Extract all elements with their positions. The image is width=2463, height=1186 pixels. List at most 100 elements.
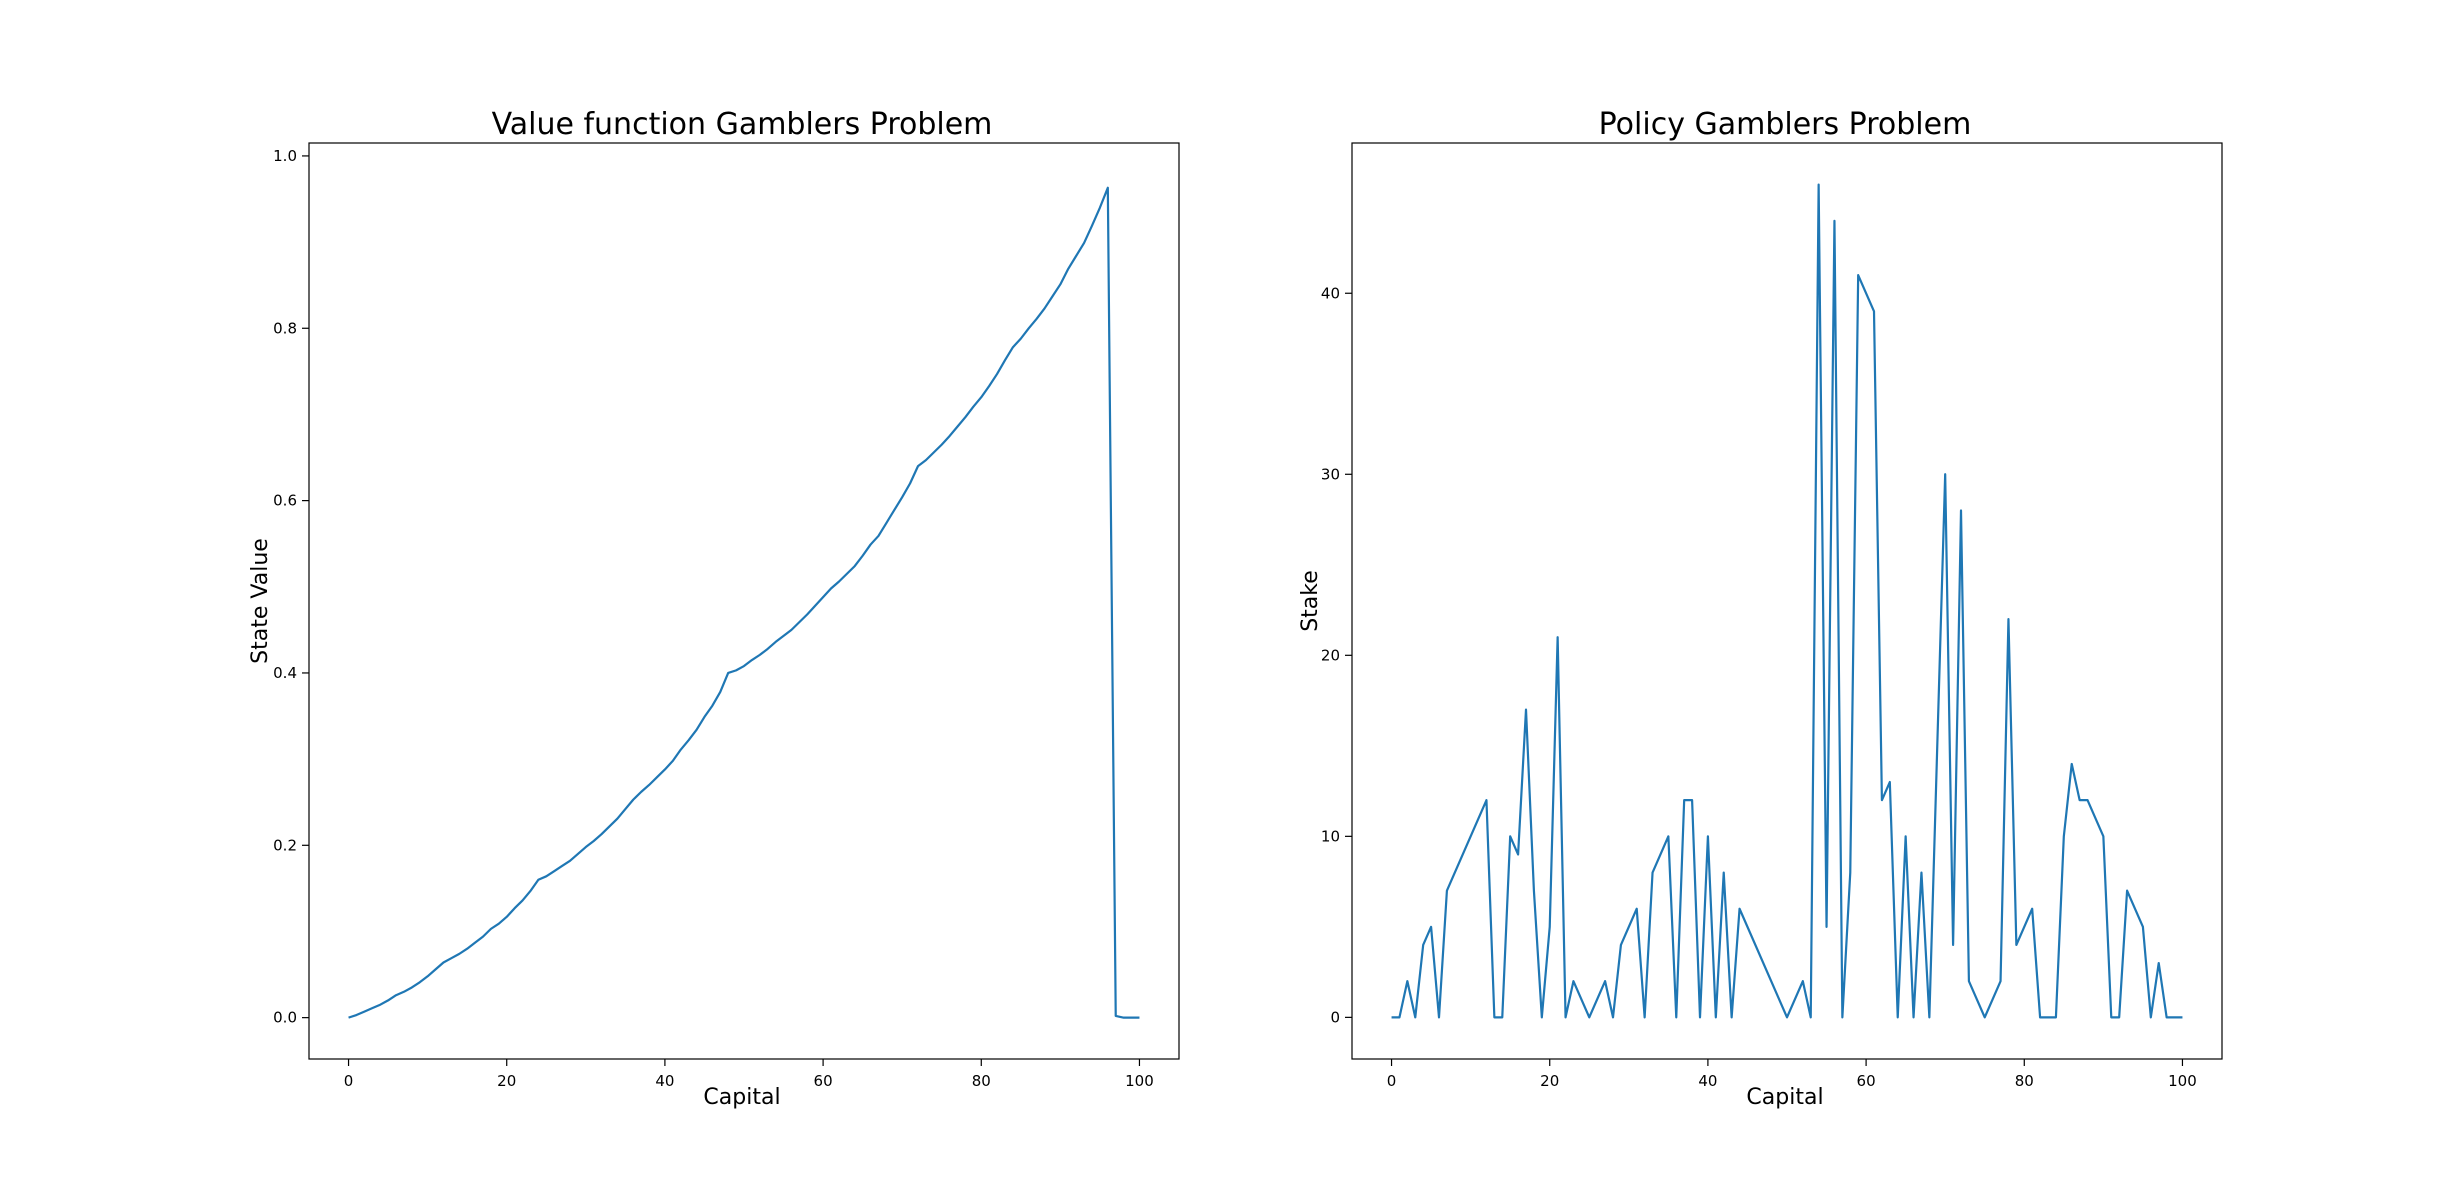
data-point (1043, 307, 1046, 310)
data-point (363, 1010, 366, 1013)
data-point (1952, 943, 1955, 946)
data-point (1493, 1016, 1496, 1019)
data-point (1825, 925, 1828, 928)
data-point (426, 975, 429, 978)
data-point (1691, 799, 1694, 802)
data-point (1896, 1016, 1899, 1019)
data-point (418, 981, 421, 984)
data-point (861, 554, 864, 557)
data-point (584, 846, 587, 849)
data-point (2086, 799, 2089, 802)
data-point (489, 927, 492, 930)
data-point (735, 669, 738, 672)
data-point (1051, 295, 1054, 298)
data-point (1532, 889, 1535, 892)
data-point (924, 459, 927, 462)
data-point (766, 647, 769, 650)
data-point (1390, 1016, 1393, 1019)
y-axis-label: Stake (1298, 570, 1323, 632)
data-point (1004, 359, 1007, 362)
data-point (656, 776, 659, 779)
y-tick-label: 30 (1321, 465, 1340, 483)
policy-line (1391, 183, 2183, 1019)
data-point (1106, 186, 1109, 189)
data-point (1880, 799, 1883, 802)
data-point (1548, 925, 1551, 928)
plot-area-frame (308, 142, 1180, 1060)
data-point (1572, 980, 1575, 983)
data-point (1683, 799, 1686, 802)
chart-title: Value function Gamblers Problem (492, 107, 993, 142)
x-axis-ticks: 0 20 40 60 80 100 (344, 1059, 1154, 1090)
data-point (1059, 283, 1062, 286)
data-point (474, 941, 477, 944)
data-point (2181, 1016, 2184, 1019)
data-point (1841, 1016, 1844, 1019)
data-point (964, 416, 967, 419)
data-point (727, 671, 730, 674)
data-point (2110, 1016, 2113, 1019)
x-axis-ticks: 0 20 40 60 80 100 (1387, 1059, 2197, 1090)
data-point (1944, 473, 1947, 476)
data-point (1706, 835, 1709, 838)
data-point (1098, 206, 1101, 209)
data-point (837, 580, 840, 583)
x-tick-label: 100 (2168, 1072, 2197, 1090)
data-point (561, 864, 564, 867)
data-point (1722, 871, 1725, 874)
data-point (1904, 835, 1907, 838)
data-point (996, 372, 999, 375)
data-point (569, 859, 572, 862)
data-point (1130, 1016, 1133, 1019)
data-point (2102, 835, 2105, 838)
data-point (1564, 1016, 1567, 1019)
data-point (940, 443, 943, 446)
data-point (782, 634, 785, 637)
data-point (695, 728, 698, 731)
data-point (1430, 925, 1433, 928)
data-point (2015, 943, 2018, 946)
y-axis-label: State Value (248, 538, 273, 664)
data-point (632, 798, 635, 801)
x-tick-label: 20 (497, 1072, 516, 1090)
data-point (1414, 1016, 1417, 1019)
data-point (458, 952, 461, 955)
data-point (901, 496, 904, 499)
data-point (1809, 1016, 1812, 1019)
data-point (371, 1007, 374, 1010)
x-tick-label: 20 (1540, 1072, 1559, 1090)
y-axis-ticks: 0 10 20 30 40 (1321, 284, 1352, 1026)
data-point (434, 968, 437, 971)
data-point (798, 621, 801, 624)
data-point (806, 613, 809, 616)
data-point (1699, 1016, 1702, 1019)
data-point (608, 825, 611, 828)
data-point (893, 509, 896, 512)
data-point (1556, 636, 1559, 639)
data-point (932, 451, 935, 454)
data-point (877, 534, 880, 537)
x-tick-label: 80 (972, 1072, 991, 1090)
data-point (1667, 835, 1670, 838)
y-tick-label: 40 (1321, 284, 1340, 302)
data-point (648, 783, 651, 786)
data-point (2118, 1016, 2121, 1019)
data-point (1983, 1016, 1986, 1019)
data-point (640, 790, 643, 793)
data-point (869, 543, 872, 546)
data-point (600, 833, 603, 836)
data-point (758, 653, 761, 656)
data-point (1067, 267, 1070, 270)
x-tick-label: 0 (344, 1072, 354, 1090)
data-point (687, 739, 690, 742)
y-tick-label: 0.0 (273, 1009, 297, 1027)
data-point (1138, 1016, 1141, 1019)
data-point (2078, 799, 2081, 802)
data-point (1643, 1016, 1646, 1019)
data-point (576, 852, 579, 855)
chart-title: Policy Gamblers Problem (1599, 107, 1972, 142)
data-point (1786, 1016, 1789, 1019)
data-point (1525, 708, 1528, 711)
data-point (1999, 980, 2002, 983)
